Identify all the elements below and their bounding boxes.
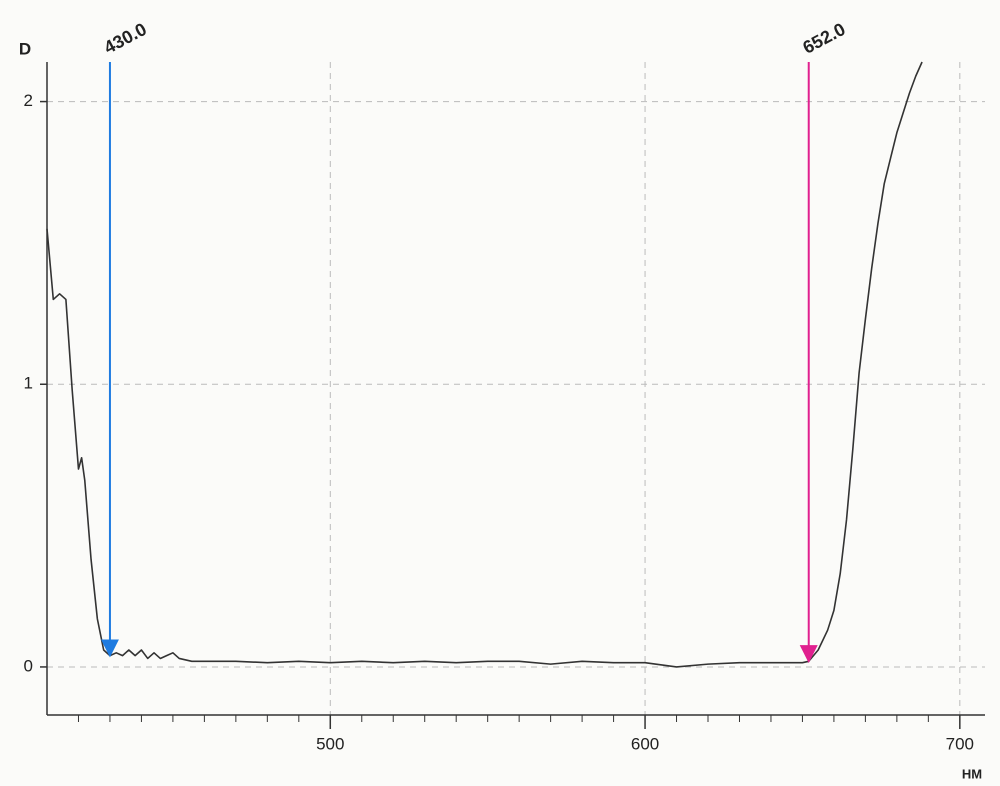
x-axis-label: НМ [962,766,982,781]
spectrum-line [46,61,923,668]
y-axis-label: D [19,39,31,58]
marker-label: 652.0 [799,19,848,58]
x-tick-label: 500 [316,734,344,753]
marker-label: 430.0 [101,19,150,58]
y-tick-label: 0 [24,656,33,675]
x-tick-label: 600 [631,734,659,753]
y-tick-label: 2 [24,91,33,110]
y-tick-label: 1 [24,374,33,393]
x-tick-label: 700 [946,734,974,753]
